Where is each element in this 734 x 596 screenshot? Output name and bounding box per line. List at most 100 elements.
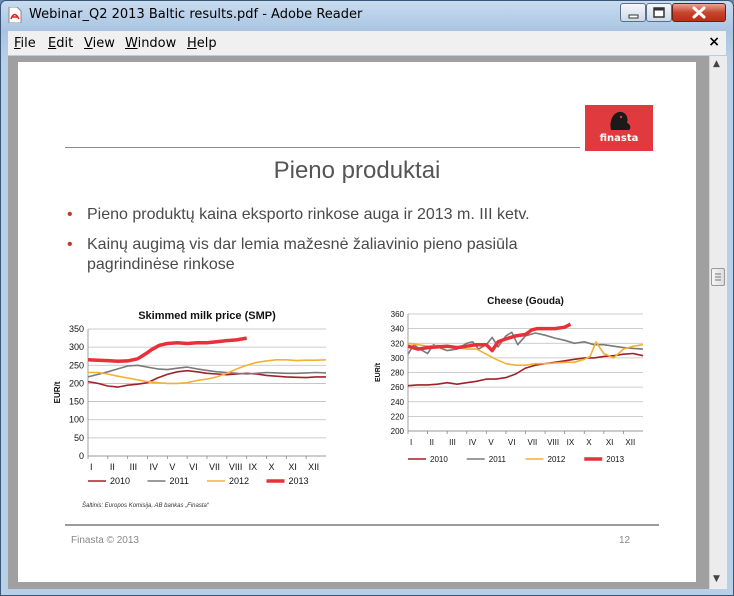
page-number: 12 bbox=[619, 535, 631, 546]
y-tick-label: 100 bbox=[69, 415, 84, 425]
x-tick-label: I bbox=[90, 462, 93, 472]
chart-smp: Skimmed milk price (SMP) 0 50 100 150 200 250 3… bbox=[48, 294, 328, 508]
minimize-button[interactable] bbox=[620, 3, 646, 22]
window-title: Webinar_Q2 2013 Baltic results.pdf - Ado… bbox=[29, 7, 363, 22]
y-tick-label: 340 bbox=[391, 325, 405, 334]
legend-label-2012: 2012 bbox=[548, 455, 566, 464]
x-tick-label: IV bbox=[150, 462, 159, 472]
x-tick-label: I bbox=[410, 438, 412, 447]
x-tick-label: III bbox=[449, 438, 456, 447]
y-axis-label: EUR/t bbox=[53, 381, 62, 403]
x-tick-label: IV bbox=[469, 438, 477, 447]
y-tick-label: 200 bbox=[69, 378, 84, 388]
x-tick-label: VIII bbox=[229, 462, 243, 472]
slide-title: Pieno produktai bbox=[273, 157, 441, 184]
x-tick-label: III bbox=[130, 462, 138, 472]
legend-label-2013: 2013 bbox=[606, 455, 624, 464]
y-tick-label: 300 bbox=[391, 354, 405, 363]
document-viewport[interactable]: finasta Pieno produktai • Pieno produktų… bbox=[8, 56, 709, 589]
x-tick-label: X bbox=[586, 438, 592, 447]
lion-icon bbox=[610, 111, 631, 130]
menu-window[interactable]: Window bbox=[125, 36, 177, 51]
series-line-2013 bbox=[407, 322, 572, 353]
menu-edit[interactable]: Edit bbox=[48, 36, 74, 51]
series-line-2012 bbox=[88, 359, 327, 385]
series-line-2013 bbox=[87, 336, 248, 364]
header-divider bbox=[65, 147, 580, 148]
smp-line-chart: Skimmed milk price (SMP) 0 50 100 150 200 250 3… bbox=[53, 310, 327, 486]
y-tick-label: 280 bbox=[391, 369, 405, 378]
x-tick-label: XI bbox=[606, 438, 614, 447]
x-tick-label: VI bbox=[189, 462, 198, 472]
pdf-page: finasta Pieno produktai • Pieno produktų… bbox=[18, 62, 696, 582]
menu-bar: File Edit View Window Help × bbox=[8, 31, 726, 55]
bullet-1: • Pieno produktų kaina eksporto rinkose … bbox=[67, 205, 530, 225]
y-tick-label: 320 bbox=[391, 339, 405, 348]
x-tick-label: VI bbox=[508, 438, 516, 447]
x-tick-label: XII bbox=[625, 438, 635, 447]
menu-view[interactable]: View bbox=[84, 36, 115, 51]
x-tick-label: II bbox=[430, 438, 434, 447]
minimize-icon bbox=[628, 14, 639, 19]
series-line-2010 bbox=[407, 352, 644, 387]
bullet-text: Kainų augimą vis dar lemia mažesnė žalia… bbox=[87, 236, 518, 253]
y-tick-label: 240 bbox=[391, 398, 405, 407]
y-axis-label: EUR/t bbox=[375, 362, 382, 382]
pdf-file-icon bbox=[8, 7, 22, 23]
y-tick-label: 350 bbox=[69, 324, 84, 334]
y-tick-label: 150 bbox=[69, 397, 84, 407]
chart-cheese: Cheese (Gouda) 200 220 240 260 280 300 320 340 36… bbox=[368, 294, 648, 498]
x-tick-label: VII bbox=[209, 462, 220, 472]
scroll-up-icon[interactable]: ▲ bbox=[713, 59, 720, 69]
x-tick-label: XI bbox=[288, 462, 297, 472]
close-button[interactable] bbox=[672, 3, 726, 22]
y-tick-label: 250 bbox=[69, 360, 84, 370]
menu-help[interactable]: Help bbox=[187, 36, 217, 51]
scroll-thumb[interactable] bbox=[711, 268, 725, 286]
maximize-button[interactable] bbox=[646, 3, 672, 22]
legend-label-2013: 2013 bbox=[289, 476, 309, 486]
bullet-dot: • bbox=[67, 236, 73, 253]
menu-file[interactable]: File bbox=[14, 36, 36, 51]
vertical-scrollbar[interactable]: ▲ ▼ bbox=[709, 56, 727, 589]
footer-divider bbox=[65, 524, 659, 526]
y-tick-label: 300 bbox=[69, 342, 84, 352]
maximize-icon bbox=[653, 7, 665, 18]
logo-text: finasta bbox=[599, 133, 639, 144]
chart-title: Skimmed milk price (SMP) bbox=[138, 310, 276, 322]
series-line-2011 bbox=[87, 364, 327, 378]
y-tick-label: 50 bbox=[74, 433, 84, 443]
footer-copyright: Finasta © 2013 bbox=[71, 535, 139, 546]
finasta-logo: finasta bbox=[585, 105, 653, 151]
x-tick-label: II bbox=[110, 462, 115, 472]
x-tick-label: V bbox=[169, 462, 175, 472]
x-tick-label: X bbox=[269, 462, 275, 472]
y-tick-label: 360 bbox=[391, 310, 405, 319]
y-tick-label: 200 bbox=[391, 427, 405, 436]
legend-label-2011: 2011 bbox=[170, 476, 189, 486]
chart-title: Cheese (Gouda) bbox=[487, 296, 564, 307]
x-tick-label: VII bbox=[528, 438, 538, 447]
bullet-dot: • bbox=[67, 206, 73, 223]
legend-label-2010: 2010 bbox=[110, 476, 130, 486]
y-tick-label: 220 bbox=[391, 412, 405, 421]
x-tick-label: IX bbox=[567, 438, 575, 447]
bullet-text: Pieno produktų kaina eksporto rinkose au… bbox=[87, 206, 530, 223]
grip-icon bbox=[715, 273, 721, 281]
title-bar[interactable]: Webinar_Q2 2013 Baltic results.pdf - Ado… bbox=[1, 1, 733, 29]
bullet-2: • Kainų augimą vis dar lemia mažesnė žal… bbox=[67, 235, 518, 275]
source-note: Šaltinis: Europos Komisija, AB bankas „F… bbox=[82, 503, 209, 509]
bullet-text-continued: pagrindinėse rinkose bbox=[87, 256, 235, 273]
legend-label-2012: 2012 bbox=[229, 476, 249, 486]
x-tick-label: IX bbox=[249, 462, 258, 472]
y-tick-label: 0 bbox=[79, 451, 84, 461]
document-close-button[interactable]: × bbox=[708, 34, 720, 50]
scroll-down-icon[interactable]: ▼ bbox=[713, 574, 720, 584]
cheese-line-chart: Cheese (Gouda) 200 220 240 260 280 300 320 340 36… bbox=[375, 296, 644, 464]
x-tick-label: VIII bbox=[547, 438, 559, 447]
series-line-2010 bbox=[87, 369, 326, 388]
legend-label-2010: 2010 bbox=[430, 455, 448, 464]
x-tick-label: XII bbox=[308, 462, 319, 472]
y-tick-label: 260 bbox=[391, 383, 405, 392]
